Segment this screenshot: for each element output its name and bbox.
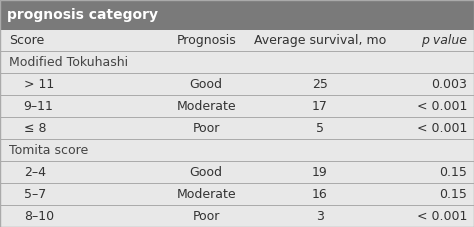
Text: 5: 5 <box>316 122 324 135</box>
Text: Average survival, mo: Average survival, mo <box>254 34 386 47</box>
Text: 25: 25 <box>312 78 328 91</box>
Text: Good: Good <box>190 166 223 179</box>
Text: Moderate: Moderate <box>176 188 236 201</box>
Text: Good: Good <box>190 78 223 91</box>
Text: prognosis category: prognosis category <box>7 8 158 22</box>
Text: 0.15: 0.15 <box>439 166 467 179</box>
Text: 0.15: 0.15 <box>439 188 467 201</box>
Text: 9–11: 9–11 <box>24 100 54 113</box>
Text: Modified Tokuhashi: Modified Tokuhashi <box>9 56 128 69</box>
Text: Poor: Poor <box>192 122 220 135</box>
Text: 3: 3 <box>316 210 324 222</box>
Text: 5–7: 5–7 <box>24 188 46 201</box>
Text: 16: 16 <box>312 188 328 201</box>
Text: ≤ 8: ≤ 8 <box>24 122 46 135</box>
Text: < 0.001: < 0.001 <box>417 210 467 222</box>
FancyBboxPatch shape <box>0 0 474 30</box>
Text: Score: Score <box>9 34 45 47</box>
Text: Moderate: Moderate <box>176 100 236 113</box>
Text: 0.003: 0.003 <box>431 78 467 91</box>
Text: p value: p value <box>421 34 467 47</box>
Text: > 11: > 11 <box>24 78 54 91</box>
Text: 19: 19 <box>312 166 328 179</box>
Text: < 0.001: < 0.001 <box>417 100 467 113</box>
Text: Poor: Poor <box>192 210 220 222</box>
Text: Tomita score: Tomita score <box>9 144 89 157</box>
Text: 17: 17 <box>312 100 328 113</box>
Text: Prognosis: Prognosis <box>176 34 236 47</box>
Text: < 0.001: < 0.001 <box>417 122 467 135</box>
Text: 2–4: 2–4 <box>24 166 46 179</box>
Text: 8–10: 8–10 <box>24 210 54 222</box>
